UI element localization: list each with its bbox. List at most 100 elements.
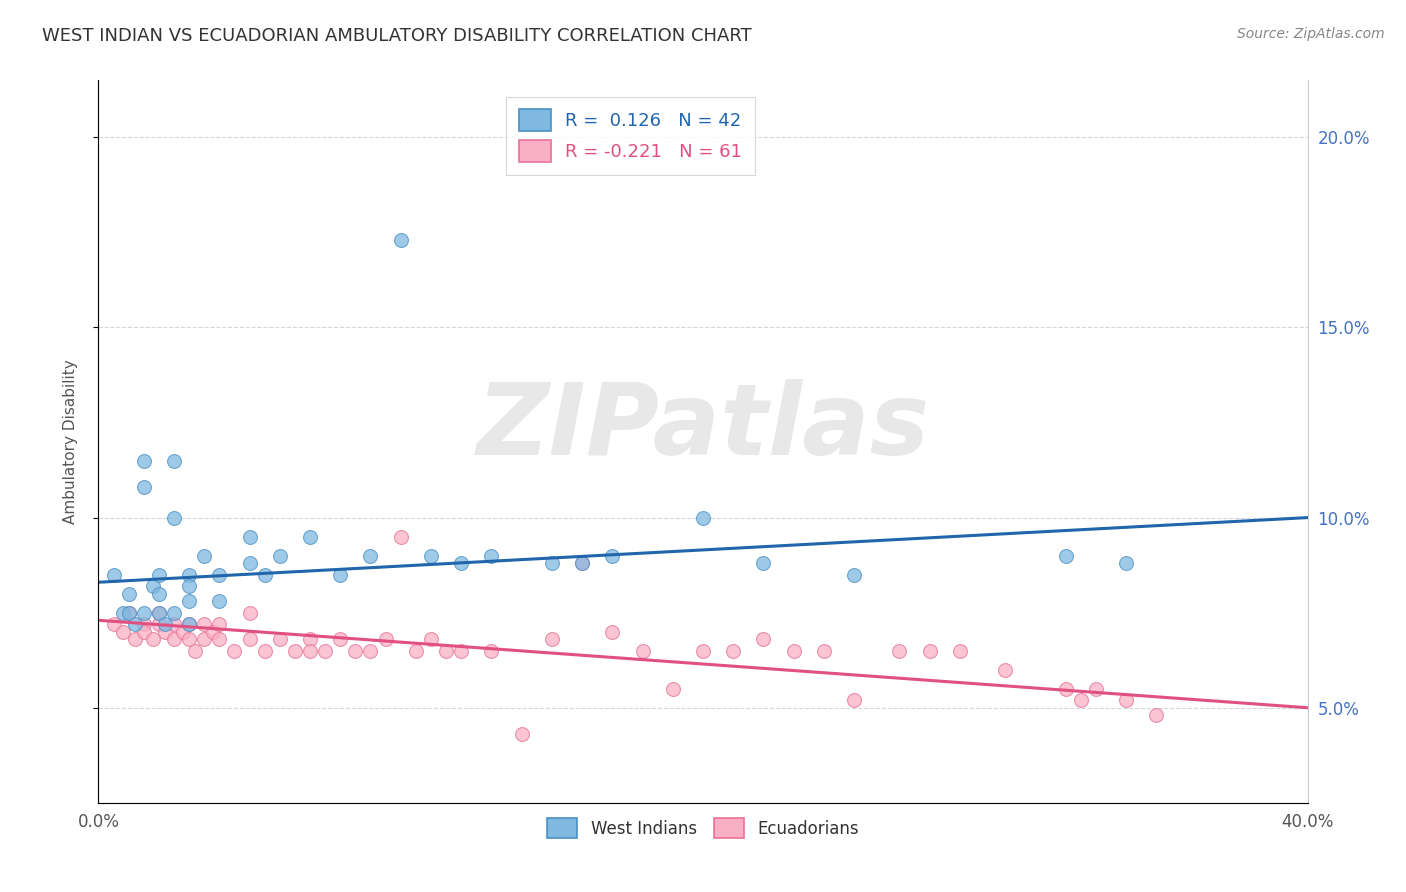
- Point: [284, 643, 307, 657]
- Point: [752, 556, 775, 570]
- Point: [118, 606, 141, 620]
- Point: [253, 567, 276, 582]
- Point: [1054, 549, 1077, 563]
- Point: [813, 643, 835, 657]
- Point: [148, 587, 170, 601]
- Point: [269, 549, 291, 563]
- Point: [299, 643, 322, 657]
- Point: [344, 643, 367, 657]
- Point: [299, 632, 322, 647]
- Point: [1054, 681, 1077, 696]
- Point: [208, 617, 231, 632]
- Point: [124, 617, 146, 632]
- Point: [389, 233, 412, 247]
- Point: [184, 643, 207, 657]
- Point: [374, 632, 396, 647]
- Point: [571, 556, 593, 570]
- Point: [148, 617, 170, 632]
- Point: [179, 567, 201, 582]
- Point: [540, 556, 562, 570]
- Point: [481, 643, 503, 657]
- Point: [142, 632, 165, 647]
- Point: [163, 617, 186, 632]
- Point: [661, 681, 683, 696]
- Point: [179, 632, 201, 647]
- Point: [889, 643, 911, 657]
- Point: [132, 606, 155, 620]
- Point: [450, 556, 472, 570]
- Point: [118, 587, 141, 601]
- Point: [153, 617, 176, 632]
- Point: [949, 643, 972, 657]
- Point: [163, 606, 186, 620]
- Point: [193, 617, 215, 632]
- Point: [918, 643, 941, 657]
- Point: [208, 632, 231, 647]
- Point: [163, 632, 186, 647]
- Point: [420, 632, 443, 647]
- Point: [844, 693, 866, 707]
- Point: [540, 632, 562, 647]
- Point: [202, 624, 225, 639]
- Point: [179, 617, 201, 632]
- Point: [434, 643, 457, 657]
- Point: [239, 632, 262, 647]
- Point: [420, 549, 443, 563]
- Point: [179, 579, 201, 593]
- Point: [405, 643, 427, 657]
- Point: [389, 530, 412, 544]
- Point: [481, 549, 503, 563]
- Point: [1115, 693, 1137, 707]
- Point: [692, 643, 714, 657]
- Point: [179, 617, 201, 632]
- Point: [111, 606, 134, 620]
- Point: [360, 643, 382, 657]
- Point: [124, 632, 146, 647]
- Point: [111, 624, 134, 639]
- Point: [208, 567, 231, 582]
- Point: [224, 643, 246, 657]
- Point: [148, 567, 170, 582]
- Point: [103, 567, 125, 582]
- Text: ZIPatlas: ZIPatlas: [477, 378, 929, 475]
- Point: [752, 632, 775, 647]
- Point: [602, 624, 624, 639]
- Point: [172, 624, 194, 639]
- Point: [602, 549, 624, 563]
- Point: [193, 632, 215, 647]
- Point: [148, 606, 170, 620]
- Y-axis label: Ambulatory Disability: Ambulatory Disability: [63, 359, 77, 524]
- Point: [1115, 556, 1137, 570]
- Point: [571, 556, 593, 570]
- Point: [118, 606, 141, 620]
- Point: [329, 632, 352, 647]
- Point: [179, 594, 201, 608]
- Point: [132, 624, 155, 639]
- Point: [1070, 693, 1092, 707]
- Point: [163, 453, 186, 467]
- Point: [510, 727, 533, 741]
- Point: [142, 579, 165, 593]
- Point: [148, 606, 170, 620]
- Point: [360, 549, 382, 563]
- Point: [783, 643, 806, 657]
- Text: WEST INDIAN VS ECUADORIAN AMBULATORY DISABILITY CORRELATION CHART: WEST INDIAN VS ECUADORIAN AMBULATORY DIS…: [42, 27, 752, 45]
- Point: [239, 556, 262, 570]
- Point: [153, 624, 176, 639]
- Point: [844, 567, 866, 582]
- Point: [631, 643, 654, 657]
- Point: [132, 453, 155, 467]
- Point: [239, 530, 262, 544]
- Point: [103, 617, 125, 632]
- Point: [163, 510, 186, 524]
- Point: [299, 530, 322, 544]
- Point: [450, 643, 472, 657]
- Point: [329, 567, 352, 582]
- Point: [314, 643, 336, 657]
- Point: [994, 663, 1017, 677]
- Legend: West Indians, Ecuadorians: West Indians, Ecuadorians: [541, 812, 865, 845]
- Point: [1144, 708, 1167, 723]
- Point: [692, 510, 714, 524]
- Point: [723, 643, 745, 657]
- Point: [208, 594, 231, 608]
